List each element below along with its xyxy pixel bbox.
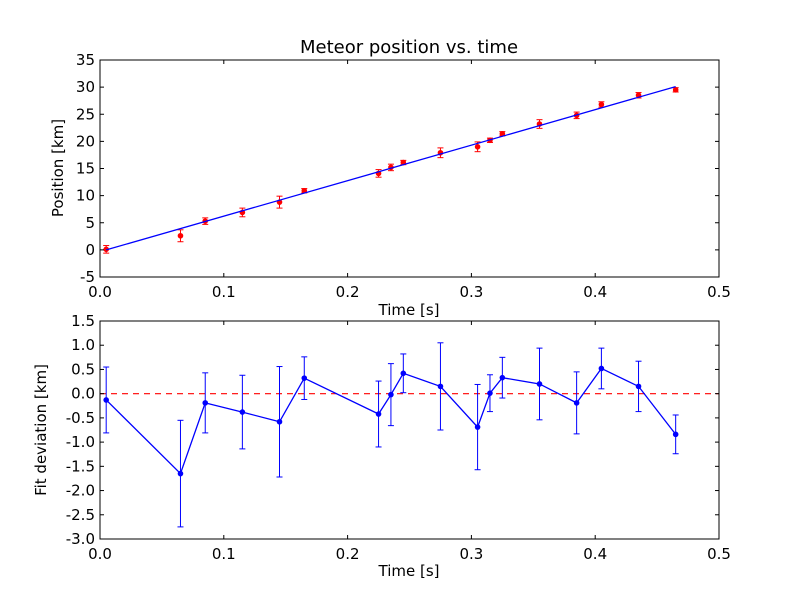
- deviation-plot-data-point: [487, 390, 493, 396]
- position-plot-x-tick-label: 0.2: [336, 283, 360, 301]
- deviation-plot-x-tick-label: 0.2: [336, 545, 360, 563]
- deviation-plot-y-tick-label: -1.0: [66, 433, 95, 451]
- position-plot-title: Meteor position vs. time: [300, 37, 518, 58]
- deviation-plot-x-tick-label: 0.4: [583, 545, 607, 563]
- deviation-plot-y-tick-label: 0.5: [71, 360, 95, 378]
- deviation-plot-y-tick-label: 0.0: [71, 385, 95, 403]
- deviation-plot-data-point: [400, 370, 407, 377]
- position-plot-y-tick-label: 30: [76, 78, 95, 96]
- deviation-plot: Time [s] Fit deviation [km] 0.0 0.1 0.2 0.3…: [32, 312, 731, 580]
- position-plot-y-tick-label: 20: [76, 132, 95, 150]
- deviation-plot-data-point: [103, 397, 109, 403]
- deviation-plot-data-point: [536, 381, 543, 387]
- position-plot-y-tick-label: 15: [76, 160, 95, 178]
- deviation-plot-deviation-line: [105, 367, 677, 475]
- deviation-plot-y-tick-label: -2.5: [66, 506, 95, 524]
- position-plot-x-tick-label: 0.3: [459, 283, 483, 301]
- deviation-plot-data-point: [202, 400, 209, 406]
- deviation-plot-data-point: [276, 418, 283, 425]
- deviation-plot-series-0: [103, 342, 679, 528]
- position-plot-x-tick-label: 0.1: [212, 283, 236, 301]
- deviation-plot-data-point: [635, 383, 642, 390]
- deviation-plot-data-point: [375, 411, 382, 417]
- deviation-plot-y-tick-label: 1.5: [71, 312, 95, 330]
- position-plot-y-tick-label: 10: [76, 187, 95, 205]
- position-plot-ylabel: Position [km]: [49, 119, 67, 217]
- deviation-plot-y-tick-label: -2.0: [66, 482, 95, 500]
- position-plot-xlabel: Time [s]: [378, 301, 440, 319]
- deviation-plot-data-point: [177, 470, 184, 477]
- position-plot-fit-line: [106, 85, 676, 251]
- deviation-plot-data-point: [573, 400, 580, 406]
- deviation-plot-data-point: [239, 409, 246, 415]
- position-plot: Meteor position vs. time Time [s] Positi…: [49, 37, 731, 319]
- deviation-plot-y-tick-label: 1.0: [71, 336, 95, 354]
- deviation-plot-y-tick-label: -0.5: [66, 409, 95, 427]
- deviation-plot-data-point: [672, 431, 679, 438]
- deviation-plot-y-tick-label: -1.5: [66, 457, 95, 475]
- position-plot-data-point: [598, 101, 605, 108]
- deviation-plot-xlabel: Time [s]: [378, 562, 440, 580]
- position-plot-y-tick-label: -5: [80, 268, 95, 286]
- position-plot-series-1: [106, 85, 676, 251]
- position-plot-x-tick-label: 0.4: [583, 283, 607, 301]
- deviation-plot-data-point: [437, 383, 444, 390]
- deviation-plot-ylabel: Fit deviation [km]: [32, 364, 50, 496]
- deviation-plot-axes-frame: [99, 320, 720, 540]
- position-plot-x-tick-label: 0.0: [88, 283, 112, 301]
- deviation-plot-data-point: [598, 365, 605, 372]
- deviation-plot-data-point: [474, 424, 481, 430]
- deviation-plot-x-tick-label: 0.3: [459, 545, 483, 563]
- deviation-plot-data-point: [388, 391, 394, 398]
- deviation-plot-y-tick-label: -3.0: [66, 530, 95, 548]
- deviation-plot-x-tick-label: 0.5: [707, 545, 731, 563]
- deviation-plot-data-point: [301, 375, 308, 381]
- position-plot-y-tick-label: 0: [85, 241, 95, 259]
- position-plot-y-tick-label: 35: [76, 51, 95, 69]
- position-plot-data-point: [672, 87, 679, 93]
- position-plot-y-tick-label: 5: [85, 214, 95, 232]
- deviation-plot-x-tick-label: 0.1: [212, 545, 236, 563]
- position-plot-x-tick-label: 0.5: [707, 283, 731, 301]
- position-plot-data-point: [177, 232, 184, 239]
- position-plot-y-tick-label: 25: [76, 105, 95, 123]
- position-plot-data-point: [474, 144, 481, 150]
- deviation-plot-x-tick-label: 0.0: [88, 545, 112, 563]
- deviation-plot-data-point: [499, 374, 506, 381]
